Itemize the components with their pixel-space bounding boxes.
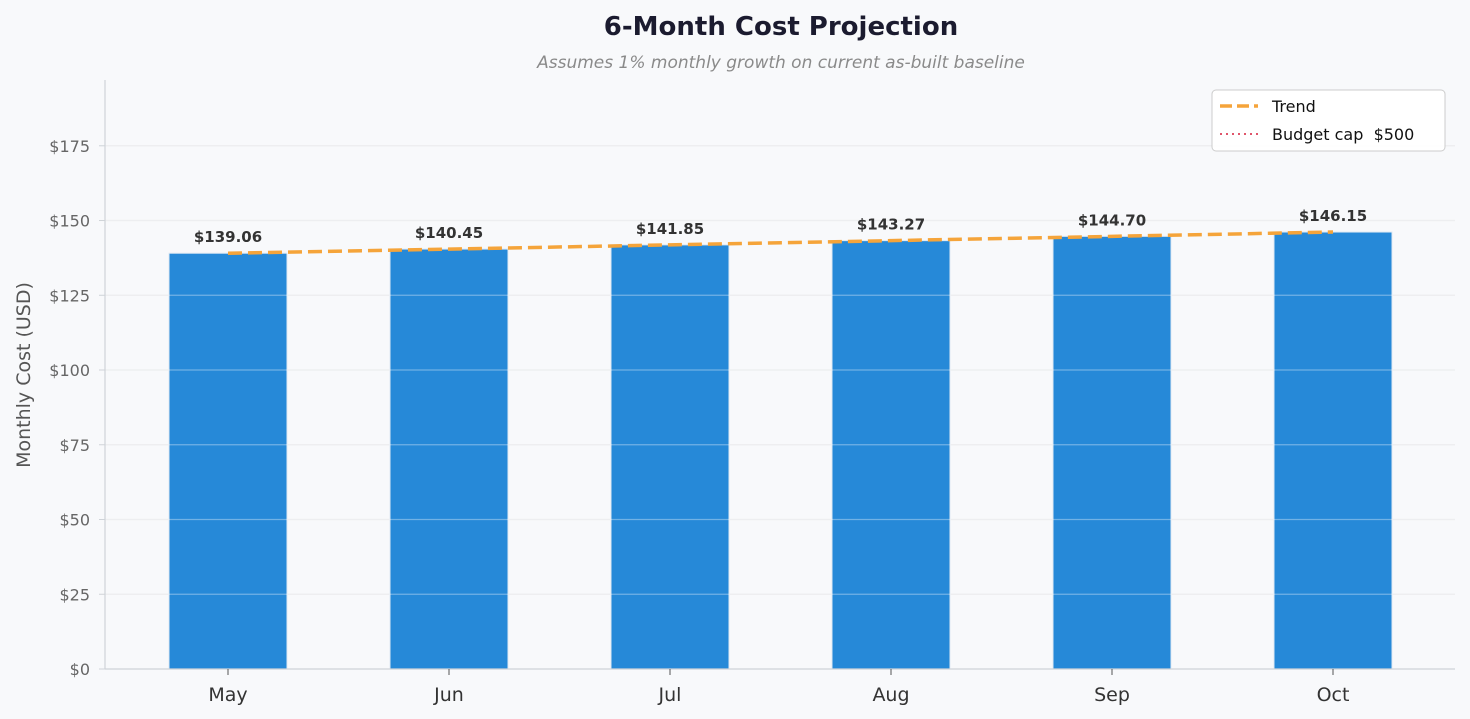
x-tick-label: Sep [1094,684,1130,706]
labels-layer: $0 $25 $50 $75 $100 $125 $150 $175 May $139.06 Jun… [49,137,1367,706]
bar-jun [389,248,509,670]
data-label: $144.70 [1078,211,1146,229]
data-label: $140.45 [415,224,483,242]
legend-budget-label: Budget cap $500 [1272,125,1414,144]
legend-trend-label: Trend [1271,97,1316,116]
chart-legend: Trend Budget cap $500 [1211,89,1446,152]
x-tick-label: May [208,684,247,706]
bar-sep [1052,235,1172,670]
data-label: $139.06 [194,228,262,246]
chart-title: 6-Month Cost Projection [604,12,958,42]
x-tick-label: Jun [433,684,464,706]
x-tick-label: Jul [658,684,682,706]
legend-box [1211,89,1446,152]
bars-layer [105,145,1455,670]
y-tick-label: $75 [59,436,90,455]
data-label: $141.85 [636,220,704,238]
y-tick-label: $0 [70,660,90,679]
bar-may [168,252,288,670]
x-tick-label: Oct [1317,684,1350,706]
y-tick-label: $175 [49,137,90,156]
trend-line [227,230,1334,255]
grid-layer [105,145,1455,595]
bar-aug [831,240,951,670]
data-label: $143.27 [857,216,925,234]
x-tick-label: Aug [872,684,909,706]
data-label: $146.15 [1299,207,1367,225]
chart-subtitle: Assumes 1% monthly growth on current as-… [536,53,1025,73]
y-tick-label: $25 [59,585,90,604]
bar-jul [610,244,730,670]
y-tick-label: $150 [49,212,90,231]
axes-layer [99,80,1455,675]
bar-oct [1273,231,1393,670]
trend-layer [227,230,1334,255]
y-tick-label: $100 [49,361,90,380]
y-tick-label: $50 [59,511,90,530]
y-axis-label: Monthly Cost (USD) [13,282,35,468]
y-tick-label: $125 [49,286,90,305]
